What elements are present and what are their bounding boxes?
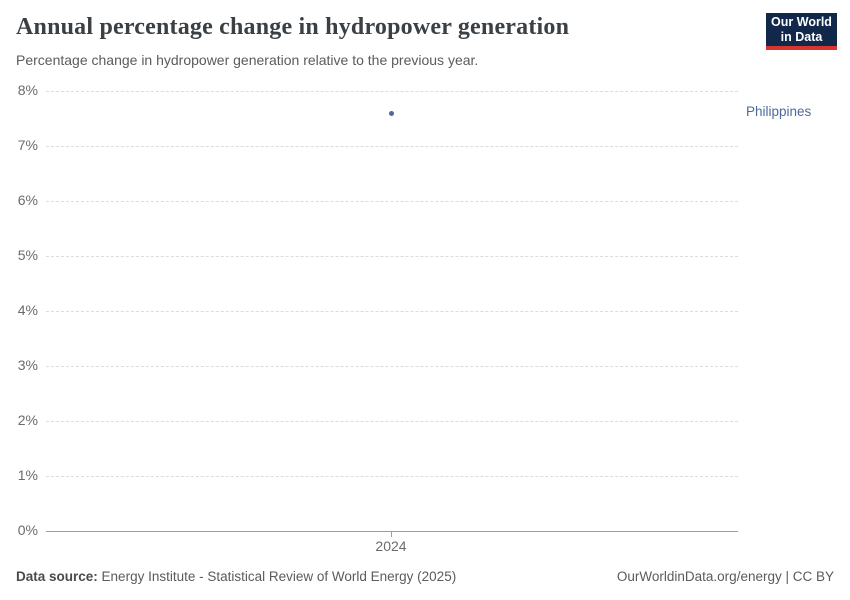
data-source-note: Data source: Energy Institute - Statisti… [16,569,456,584]
y-tick-label: 1% [17,467,38,483]
data-source-label: Data source: [16,569,98,584]
owid-logo-line1: Our World [771,14,832,29]
y-tick-label: 8% [17,82,38,98]
data-source-text: Energy Institute - Statistical Review of… [101,569,457,584]
entity-label-philippines[interactable]: Philippines [746,104,812,119]
owid-url-license: OurWorldinData.org/energy | CC BY [616,569,834,584]
y-tick-label: 2% [17,412,38,428]
x-tick-label: 2024 [375,538,407,554]
y-tick-label: 4% [17,302,38,318]
chart-subtitle: Percentage change in hydropower generati… [16,52,479,68]
x-axis-line [46,531,738,532]
gridline [46,91,738,92]
y-tick-label: 5% [17,247,38,263]
gridline [46,421,738,422]
owid-logo-line2: in Data [780,29,823,44]
owid-logo[interactable]: Our World in Data [766,13,837,50]
gridline [46,311,738,312]
gridline [46,256,738,257]
gridline [46,476,738,477]
chart-footer: Data source: Energy Institute - Statisti… [16,569,834,584]
data-point-philippines[interactable] [388,110,394,116]
y-tick-label: 3% [17,357,38,373]
y-tick-label: 7% [17,137,38,153]
gridline [46,146,738,147]
y-tick-label: 0% [17,522,38,538]
chart-title: Annual percentage change in hydropower g… [16,14,570,40]
gridline [46,201,738,202]
y-tick-label: 6% [17,192,38,208]
gridline [46,366,738,367]
x-tick-mark [391,532,392,537]
